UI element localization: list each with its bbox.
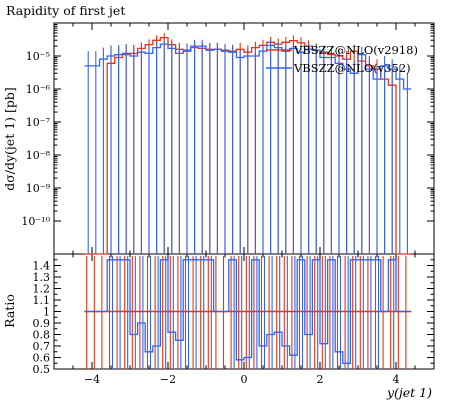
ratio-tick-label: 1.4 (33, 260, 51, 273)
x-axis-label: y(jet 1) (386, 385, 432, 400)
ratio-tick-label: 0.5 (33, 363, 51, 376)
ratio-tick-label: 1.1 (33, 294, 51, 307)
main-series-group (84, 32, 412, 255)
ratio-line-1 (84, 259, 412, 364)
ratio-tick-label: 1.3 (33, 271, 51, 284)
x-tick-label: 2 (317, 373, 324, 386)
main-y-axis: 10⁻¹⁰ 10⁻⁹ 10⁻⁸ 10⁻⁷ 10⁻⁶ 10⁻⁵ (21, 24, 434, 228)
ratio-tick-label: 1 (43, 306, 50, 319)
ratio-tick-label: 0.6 (33, 352, 51, 365)
x-tick-label: 0 (241, 373, 248, 386)
ratio-tick-label: 1.2 (33, 283, 51, 296)
ratio-series-group (84, 256, 412, 369)
y-tick-label: 10⁻⁸ (26, 149, 51, 162)
ratio-tick-label: 0.7 (33, 340, 51, 353)
ratio-axis-label: Ratio (2, 294, 17, 328)
y-tick-label: 10⁻⁶ (26, 83, 51, 96)
y-tick-label: 10⁻¹⁰ (21, 215, 50, 228)
ratio-tick-label: 0.8 (33, 329, 51, 342)
legend-label-v352: VBSZZ@NLO(v352) (293, 61, 411, 75)
ratio-y-axis: 0.50.60.70.80.911.11.21.31.4 (33, 259, 434, 376)
y-tick-label: 10⁻⁷ (26, 116, 51, 129)
ratio-tick-label: 0.9 (33, 317, 51, 330)
y-tick-label: 10⁻⁵ (26, 50, 50, 63)
chart-title: Rapidity of first jet (6, 3, 125, 18)
legend-label-v2918: VBSZZ@NLO(v2918) (293, 43, 418, 57)
y-tick-label: 10⁻⁹ (26, 182, 51, 195)
x-tick-label: −4 (84, 373, 100, 386)
x-tick-label: 4 (393, 373, 400, 386)
y-axis-label: dσ/dy(jet 1) [pb] (2, 87, 17, 191)
x-tick-label: −2 (160, 373, 176, 386)
legend: VBSZZ@NLO(v2918) VBSZZ@NLO(v352) (266, 43, 418, 75)
